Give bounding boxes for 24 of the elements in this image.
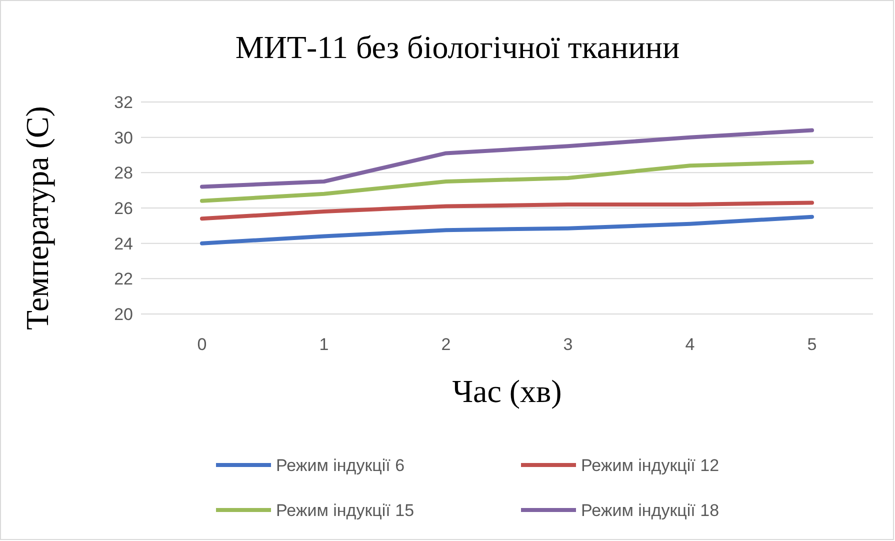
x-tick-label: 0 — [197, 335, 207, 354]
y-tick-label: 32 — [114, 93, 133, 112]
line-series — [200, 200, 814, 221]
x-tick-label: 1 — [319, 335, 329, 354]
x-tick-label: 3 — [563, 335, 573, 354]
y-axis-title: Температура (С) — [19, 106, 55, 330]
y-tick-label: 28 — [114, 164, 133, 183]
x-axis-title: Час (хв) — [452, 373, 562, 409]
y-tick-label: 22 — [114, 270, 133, 289]
line-series — [200, 160, 814, 203]
y-tick-label: 26 — [114, 199, 133, 218]
line-series — [200, 214, 814, 246]
y-tick-label: 30 — [114, 128, 133, 148]
legend-label: Режим індукції 6 — [276, 456, 405, 475]
legend-label: Режим індукції 12 — [581, 456, 720, 475]
line-series — [200, 128, 814, 189]
chart-title: МИТ-11 без біологічної тканини — [235, 29, 680, 65]
legend-label: Режим індукції 15 — [276, 501, 414, 520]
x-tick-label: 4 — [685, 335, 695, 354]
y-tick-label: 24 — [114, 234, 133, 254]
legend-label: Режим індукції 18 — [581, 501, 720, 520]
x-tick-label: 5 — [807, 335, 817, 354]
y-tick-label: 20 — [114, 305, 133, 324]
x-tick-label: 2 — [441, 335, 451, 354]
